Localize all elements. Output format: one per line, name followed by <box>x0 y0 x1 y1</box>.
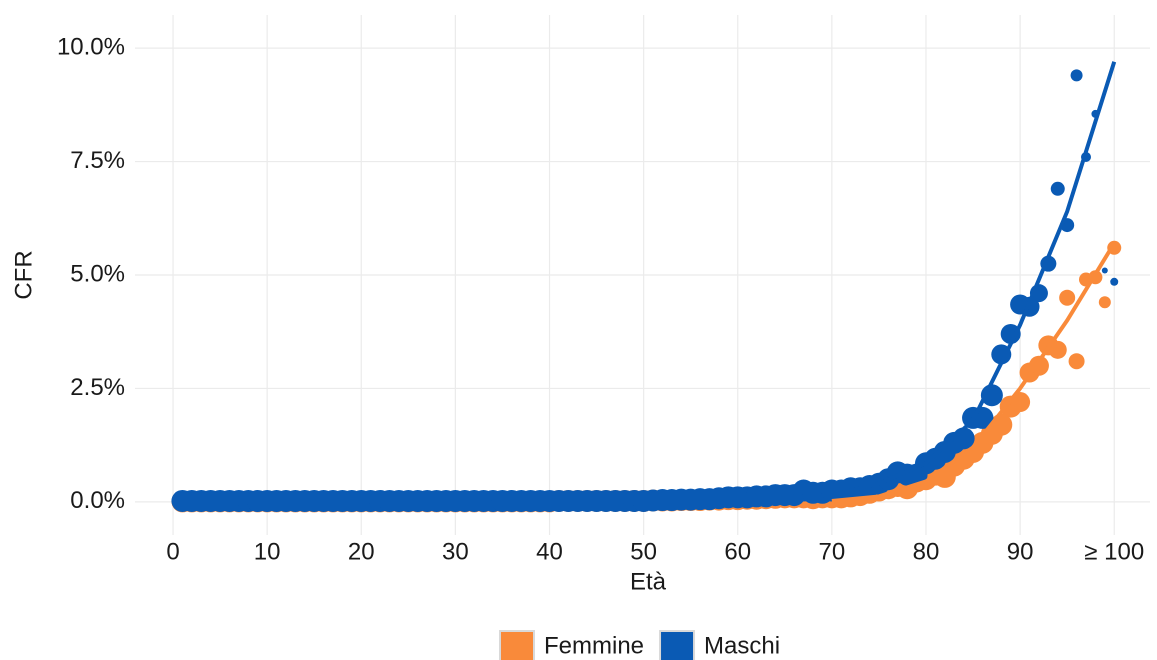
fit-line <box>784 61 1117 500</box>
y-tick-label: 10.0% <box>57 33 125 60</box>
y-axis-label: CFR <box>10 250 37 299</box>
legend-swatch <box>659 630 696 660</box>
data-point <box>1000 323 1021 344</box>
y-tick-label: 5.0% <box>70 260 125 287</box>
data-point <box>1059 289 1076 306</box>
fit-line <box>831 242 1116 503</box>
y-tick-label: 2.5% <box>70 374 125 401</box>
data-point <box>1101 267 1108 274</box>
legend-label: Maschi <box>704 632 780 659</box>
x-tick-label: 30 <box>442 538 469 565</box>
x-tick-label: ≥ 100 <box>1084 538 1144 565</box>
x-tick-label: 60 <box>724 538 751 565</box>
data-point <box>1068 353 1085 370</box>
x-tick-label: 90 <box>1007 538 1034 565</box>
x-tick-label: 10 <box>254 538 281 565</box>
data-point <box>1110 277 1119 286</box>
data-point <box>1070 69 1083 82</box>
data-point <box>1050 181 1065 196</box>
y-tick-label: 7.5% <box>70 147 125 174</box>
data-point <box>1048 340 1067 359</box>
x-tick-label: 0 <box>166 538 179 565</box>
x-tick-label: 80 <box>913 538 940 565</box>
y-tick-label: 0.0% <box>70 487 125 514</box>
legend-swatch <box>499 630 535 660</box>
x-tick-label: 20 <box>348 538 375 565</box>
x-tick-label: 70 <box>819 538 846 565</box>
data-point <box>1098 296 1111 309</box>
legend-label: Femmine <box>544 632 644 659</box>
x-axis-label: Età <box>630 568 667 595</box>
x-tick-label: 40 <box>536 538 563 565</box>
x-tick-label: 50 <box>630 538 657 565</box>
